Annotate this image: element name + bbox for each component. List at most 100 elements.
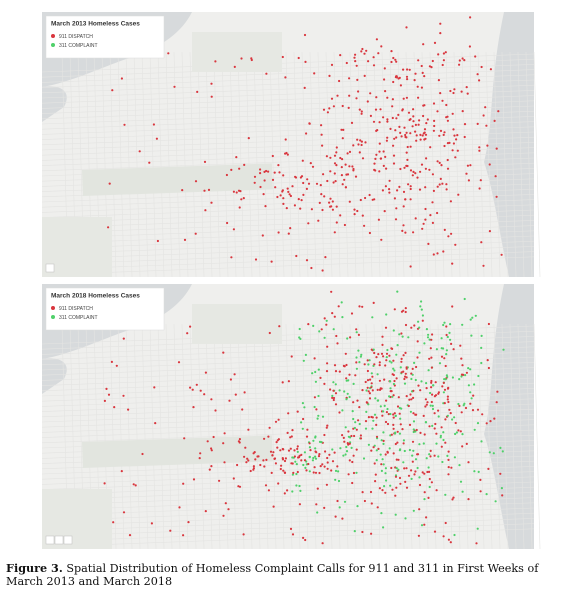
case-dot <box>377 353 380 356</box>
case-dot <box>277 231 280 234</box>
case-dot <box>392 423 395 426</box>
case-dot <box>280 464 283 467</box>
case-dot <box>335 221 338 224</box>
case-dot <box>259 172 262 175</box>
case-dot <box>469 368 472 371</box>
case-dot <box>444 493 447 496</box>
case-dot <box>192 478 196 481</box>
case-dot <box>441 385 444 388</box>
street <box>41 90 535 109</box>
case-dot <box>395 207 398 210</box>
legend-label: 911 DISPATCH <box>59 34 93 40</box>
case-dot <box>371 375 374 378</box>
case-dot <box>396 430 399 433</box>
case-dot <box>339 156 342 160</box>
case-dot <box>404 310 407 314</box>
case-dot <box>332 398 335 402</box>
case-dot <box>284 76 287 79</box>
case-dot <box>150 522 153 525</box>
case-dot <box>422 114 425 118</box>
case-dot <box>445 333 448 337</box>
case-dot <box>314 447 317 450</box>
case-dot <box>395 486 398 489</box>
case-dot <box>210 95 213 98</box>
case-dot <box>384 90 387 93</box>
case-dot <box>435 348 438 351</box>
case-dot <box>469 318 472 321</box>
case-dot <box>287 232 290 235</box>
case-dot <box>279 449 282 452</box>
case-dot <box>272 451 275 454</box>
case-dot <box>235 191 238 194</box>
case-dot <box>400 360 403 363</box>
case-dot <box>210 447 213 450</box>
street <box>141 323 149 550</box>
case-dot <box>351 460 354 464</box>
street <box>41 194 535 213</box>
case-dot <box>458 464 461 467</box>
case-dot <box>321 463 324 466</box>
case-dot <box>304 60 307 64</box>
case-dot <box>480 361 483 365</box>
case-dot <box>344 352 347 355</box>
case-dot <box>394 494 397 497</box>
case-dot <box>444 441 447 444</box>
case-dot <box>305 187 308 190</box>
case-dot <box>326 424 329 427</box>
case-dot <box>359 139 362 142</box>
case-dot <box>210 201 213 204</box>
case-dot <box>439 32 442 35</box>
case-dot <box>284 138 287 141</box>
case-dot <box>348 459 351 462</box>
case-dot <box>487 322 490 326</box>
case-dot <box>313 72 316 75</box>
case-dot <box>373 363 376 366</box>
case-dot <box>328 453 331 456</box>
case-dot <box>303 86 306 89</box>
case-dot <box>344 163 347 166</box>
case-dot <box>436 185 439 188</box>
case-dot <box>112 521 115 524</box>
case-dot <box>236 463 239 467</box>
case-dot <box>344 186 347 189</box>
case-dot <box>449 412 452 415</box>
case-dot <box>404 323 408 327</box>
case-dot <box>391 488 394 491</box>
case-dot <box>277 418 280 421</box>
case-dot <box>406 68 409 71</box>
case-dot <box>360 50 363 53</box>
case-dot <box>328 74 331 77</box>
case-dot <box>402 190 406 193</box>
case-dot <box>210 82 213 85</box>
case-dot <box>156 239 159 243</box>
case-dot <box>461 490 464 493</box>
case-dot <box>296 445 299 448</box>
case-dot <box>334 392 338 395</box>
case-dot <box>380 45 383 48</box>
street <box>41 199 535 218</box>
case-dot <box>347 430 350 433</box>
case-dot <box>264 484 268 487</box>
case-dot <box>381 335 384 338</box>
case-dot <box>390 390 393 393</box>
street <box>413 51 421 278</box>
case-dot <box>371 198 374 201</box>
case-dot <box>440 355 444 358</box>
case-dot <box>374 157 377 160</box>
case-dot <box>396 344 399 347</box>
case-dot <box>337 305 340 308</box>
case-dot <box>363 499 366 503</box>
street <box>381 51 389 278</box>
case-dot <box>351 410 354 413</box>
park <box>82 163 273 196</box>
case-dot <box>404 198 407 201</box>
case-dot <box>440 426 443 429</box>
street <box>197 51 205 278</box>
case-dot <box>447 466 450 469</box>
case-dot <box>243 163 246 166</box>
case-dot <box>432 129 435 132</box>
park <box>192 304 282 344</box>
case-dot <box>321 415 325 418</box>
case-dot <box>404 517 407 520</box>
case-dot <box>334 403 338 406</box>
